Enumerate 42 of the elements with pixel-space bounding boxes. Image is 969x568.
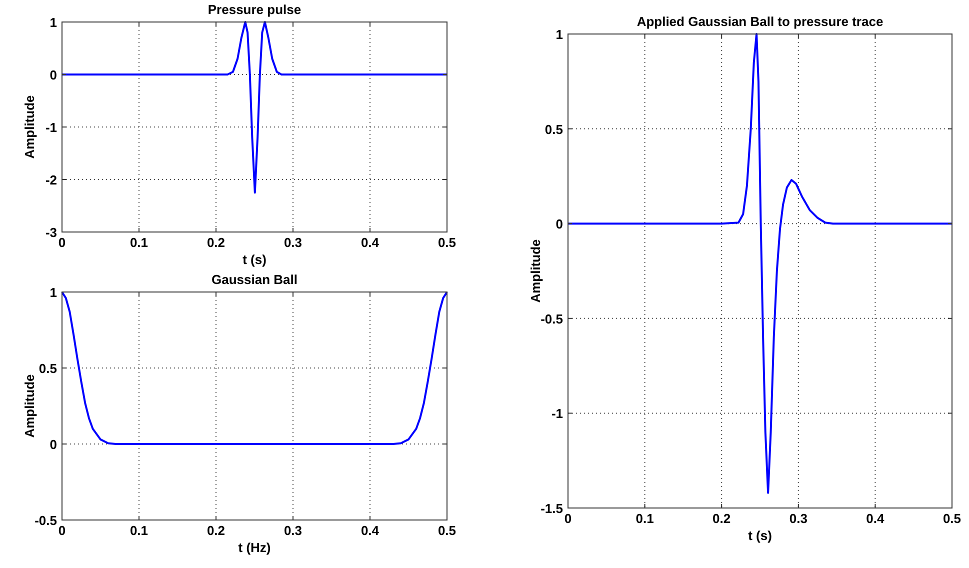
y-tick-label: 0.5 xyxy=(544,122,563,137)
y-axis-title: Amplitude xyxy=(22,374,37,438)
y-tick-label: 0 xyxy=(556,216,563,232)
x-tick-label: 0.3 xyxy=(789,511,808,526)
x-tick-label: 0.3 xyxy=(284,235,302,250)
y-axis-title: Amplitude xyxy=(528,239,543,303)
y-axis-title: Amplitude xyxy=(22,95,37,159)
y-tick-label: -1 xyxy=(45,120,57,135)
x-axis-title: t (s) xyxy=(242,252,266,267)
x-tick-label: 0.1 xyxy=(130,235,148,250)
y-tick-label: 1 xyxy=(50,285,57,300)
x-tick-label: 0.1 xyxy=(130,523,148,538)
y-tick-label: -1.5 xyxy=(540,501,563,516)
y-tick-label: 0 xyxy=(50,68,57,82)
x-tick-label: 0.4 xyxy=(360,523,380,538)
x-tick-label: 0.5 xyxy=(438,235,456,250)
y-tick-label: 0.5 xyxy=(38,361,57,376)
line-series xyxy=(567,33,953,494)
line-series xyxy=(61,291,448,445)
y-tick-label: -3 xyxy=(45,225,57,240)
chart-title: Applied Gaussian Ball to pressure trace xyxy=(636,14,884,29)
x-tick-label: 0.4 xyxy=(866,511,886,526)
y-tick-label: -0.5 xyxy=(34,513,57,528)
y-tick-label: -0.5 xyxy=(540,311,563,326)
x-tick-label: 0.2 xyxy=(206,523,226,538)
chart-title: Pressure pulse xyxy=(208,2,302,17)
y-tick-label: -1 xyxy=(551,406,563,422)
x-axis-title: t (Hz) xyxy=(238,540,271,555)
x-tick-label: 0.5 xyxy=(438,523,456,538)
x-tick-label: 0.1 xyxy=(636,511,654,526)
y-tick-label: 1 xyxy=(556,27,563,42)
chart-title: Gaussian Ball xyxy=(212,272,298,287)
y-tick-label: -2 xyxy=(45,172,57,188)
line-series xyxy=(61,21,448,194)
x-tick-label: 0.2 xyxy=(712,511,731,526)
x-tick-label: 0.3 xyxy=(284,523,302,538)
y-tick-label: 1 xyxy=(50,15,57,30)
y-tick-label: 0 xyxy=(50,437,57,452)
x-tick-label: 0.4 xyxy=(360,235,380,250)
x-tick-label: 0.2 xyxy=(206,235,226,250)
x-tick-label: 0.5 xyxy=(942,511,962,526)
x-axis-title: t (s) xyxy=(748,528,772,543)
